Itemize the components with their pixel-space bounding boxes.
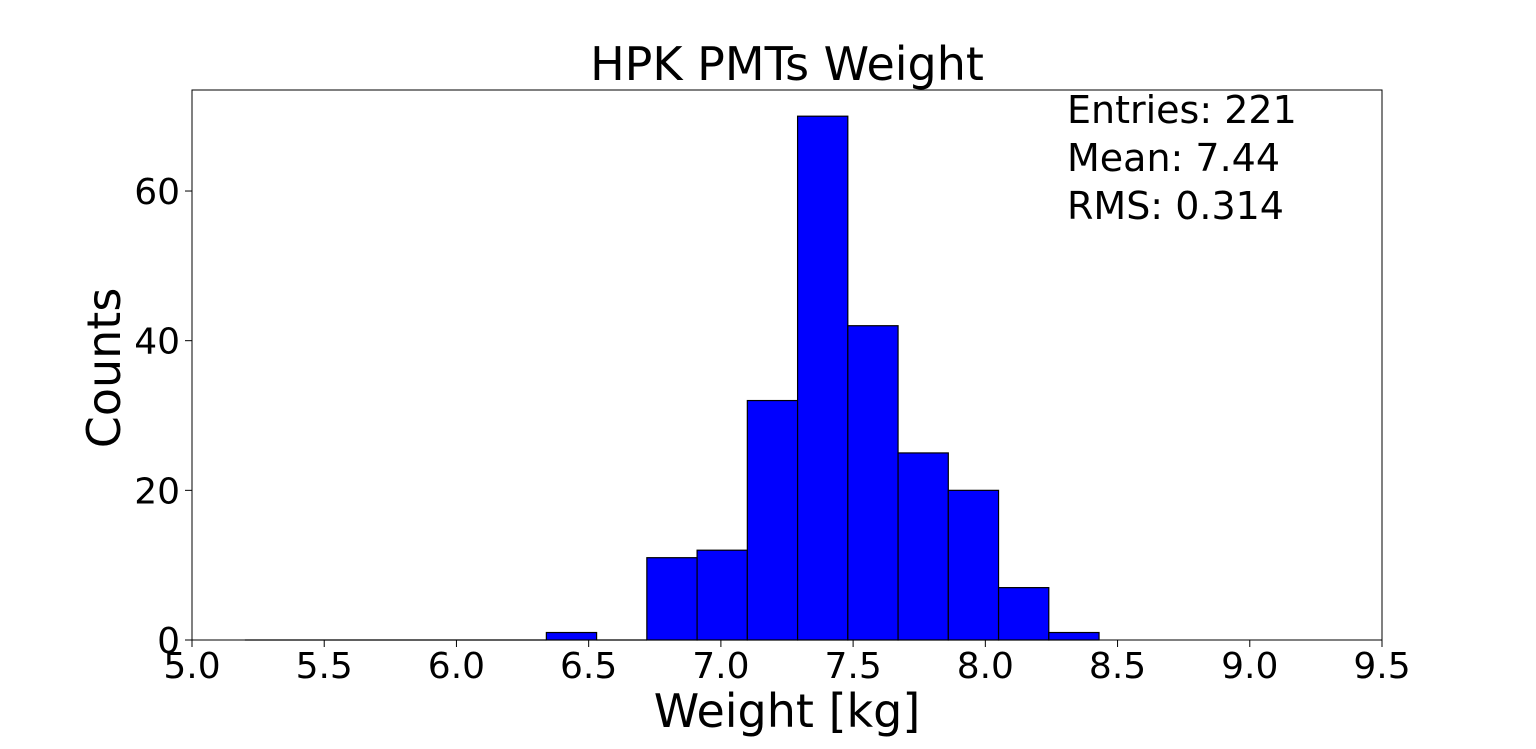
histogram-bar-8 [646, 557, 698, 641]
x-tick-label-4: 7.0 [692, 646, 749, 687]
stats-box: Entries: 221 Mean: 7.44 RMS: 0.314 [1067, 88, 1297, 228]
x-tick-label-8: 9.0 [1221, 646, 1278, 687]
x-axis-label: Weight [kg] [654, 684, 921, 738]
y-tick-label-3: 60 [134, 172, 180, 213]
axis-ticks: 5.0 5.5 6.0 6.5 7.0 7.5 8.0 8.5 9.0 9.5 0 20 40 60 [134, 172, 1410, 687]
y-axis-label: Counts [77, 288, 131, 449]
y-tick-label-1: 20 [134, 471, 180, 512]
chart-title: HPK PMTs Weight [590, 37, 984, 91]
x-tick-label-6: 8.0 [957, 646, 1014, 687]
plot-frame [191, 89, 1383, 641]
x-tick-label-1: 5.5 [296, 646, 353, 687]
bars [244, 115, 1100, 641]
x-tick-label-9: 9.5 [1353, 646, 1410, 687]
histogram-bar-10 [746, 399, 799, 641]
x-tick-label-0: 5.0 [163, 646, 220, 687]
y-tick-label-2: 40 [134, 322, 180, 363]
x-tick-label-5: 7.5 [824, 646, 881, 687]
x-tick-label-2: 6.0 [428, 646, 485, 687]
histogram-bar-14 [947, 489, 1000, 641]
stat-rms: RMS: 0.314 [1067, 184, 1284, 228]
histogram-bar-6 [545, 631, 598, 641]
x-tick-label-7: 8.5 [1089, 646, 1146, 687]
histogram-bar-12 [847, 325, 899, 641]
y-tick-label-0: 0 [157, 621, 180, 662]
stat-entries: Entries: 221 [1067, 88, 1297, 132]
histogram-bar-16 [1048, 631, 1100, 641]
histogram-bar-11 [796, 115, 849, 641]
histogram-bar-13 [897, 452, 949, 641]
histogram-bar-9 [696, 549, 748, 641]
x-tick-label-3: 6.5 [560, 646, 617, 687]
stat-mean: Mean: 7.44 [1067, 136, 1280, 180]
histogram-bar-15 [997, 587, 1050, 641]
